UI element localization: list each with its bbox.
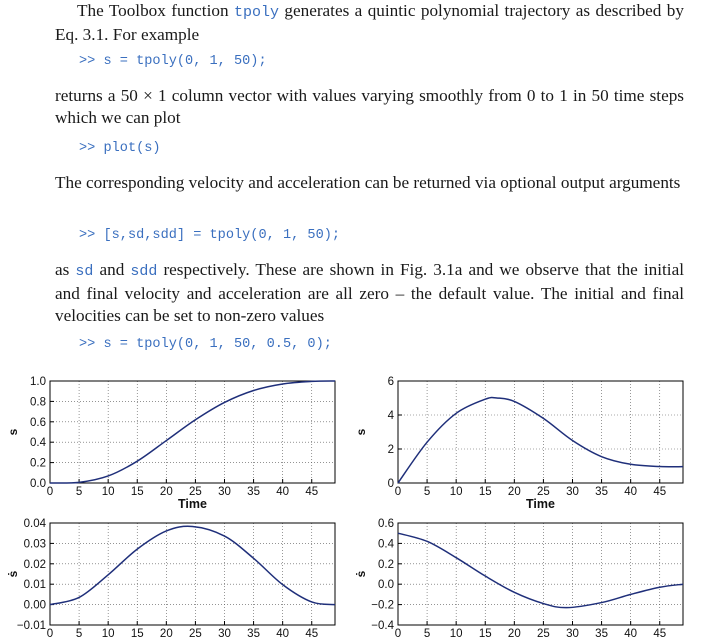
x-tick-label: 0 — [47, 486, 53, 498]
y-tick-label: 0.6 — [30, 417, 46, 429]
y-tick-label: 0.2 — [30, 458, 46, 470]
y-tick-label: 0 — [388, 478, 394, 490]
y-tick-label: 6 — [388, 376, 394, 388]
x-tick-label: 20 — [160, 486, 173, 498]
x-tick-label: 30 — [566, 486, 579, 498]
x-tick-label: 45 — [305, 628, 318, 639]
plot-frame — [397, 380, 684, 484]
x-tick-label: 45 — [653, 628, 666, 639]
x-tick-label: 45 — [305, 486, 318, 498]
code-line-plot: >> plot(s) — [79, 141, 161, 156]
y-tick-label: 0.00 — [24, 600, 46, 612]
figure-3-1a: 0 5 10 15 20 25 30 35 40 45 0.0 0.2 0.4 0.6 0.8 1.0 Time… — [0, 365, 707, 640]
y-tick-label: −0.4 — [371, 620, 394, 632]
y-axis-label: s — [6, 428, 20, 435]
y-tick-label: −0.2 — [371, 600, 394, 612]
x-tick-label: 30 — [218, 628, 231, 639]
x-tick-label: 20 — [160, 628, 173, 639]
plot-frame — [397, 522, 684, 626]
x-axis-label: Time — [526, 497, 555, 511]
x-tick-label: 25 — [189, 628, 202, 639]
y-tick-label: 0.2 — [378, 559, 394, 571]
y-tick-label: 0.04 — [24, 518, 47, 530]
x-tick-label: 15 — [479, 628, 492, 639]
x-tick-label: 5 — [424, 486, 430, 498]
code-line-tpoly-outputs: >> [s,sd,sdd] = tpoly(0, 1, 50); — [79, 228, 341, 243]
plot-frame — [49, 522, 336, 626]
y-tick-label: 0.0 — [30, 478, 46, 490]
inline-code-sd: sd — [75, 263, 94, 280]
paragraph-text: generates a quintic polynomial trajector… — [55, 1, 684, 44]
x-tick-label: 45 — [653, 486, 666, 498]
x-tick-label: 0 — [47, 628, 53, 639]
x-tick-label: 40 — [276, 486, 289, 498]
y-tick-label: 0.4 — [30, 437, 47, 449]
series-line — [49, 380, 336, 484]
x-tick-label: 20 — [508, 486, 521, 498]
x-tick-label: 0 — [395, 486, 401, 498]
y-tick-label: 0.8 — [30, 396, 46, 408]
paragraph-velocity: The corresponding velocity and accelerat… — [55, 173, 681, 192]
series-line — [49, 525, 336, 606]
y-tick-label: 0.6 — [378, 518, 394, 530]
x-tick-label: 15 — [131, 628, 144, 639]
paragraph-tpoly-intro: The Toolbox function tpoly generates a q… — [55, 0, 684, 46]
y-tick-label: −0.01 — [17, 620, 46, 632]
paragraph-text: and — [93, 260, 131, 279]
x-tick-label: 5 — [76, 628, 82, 639]
x-tick-label: 30 — [566, 628, 579, 639]
y-tick-label: 0.01 — [24, 579, 46, 591]
y-axis-label: ṡ — [6, 570, 20, 577]
x-tick-label: 30 — [218, 486, 231, 498]
y-axis-label: ṡ — [354, 570, 368, 577]
paragraph-sd-sdd: as sd and sdd respectively. These are sh… — [55, 259, 684, 327]
x-axis-label: Time — [178, 497, 207, 511]
y-tick-label: 0.02 — [24, 559, 46, 571]
x-tick-label: 35 — [595, 628, 608, 639]
y-tick-label: 0.03 — [24, 538, 46, 550]
x-tick-label: 35 — [247, 628, 260, 639]
series-line — [397, 532, 684, 609]
paragraph-text: as — [55, 260, 76, 279]
x-tick-label: 10 — [102, 628, 115, 639]
x-tick-label: 40 — [624, 486, 637, 498]
code-line-tpoly: >> s = tpoly(0, 1, 50); — [79, 54, 267, 69]
y-axis-label: s — [354, 428, 368, 435]
x-tick-label: 35 — [247, 486, 260, 498]
x-tick-label: 15 — [479, 486, 492, 498]
code-line-tpoly-velocity: >> s = tpoly(0, 1, 50, 0.5, 0); — [79, 337, 332, 352]
inline-code-sdd: sdd — [130, 263, 158, 280]
paragraph-returns: returns a 50 × 1 column vector with valu… — [55, 86, 684, 127]
y-tick-label: 0.4 — [378, 538, 395, 550]
x-tick-label: 15 — [131, 486, 144, 498]
x-tick-label: 20 — [508, 628, 521, 639]
inline-code-tpoly: tpoly — [233, 4, 279, 21]
series-line — [397, 396, 684, 484]
x-tick-label: 5 — [424, 628, 430, 639]
x-tick-label: 25 — [189, 486, 202, 498]
y-tick-label: 2 — [388, 444, 394, 456]
plot-frame — [49, 380, 336, 484]
paragraph-text: The Toolbox function — [77, 1, 234, 20]
x-tick-label: 10 — [450, 486, 463, 498]
y-tick-label: 0.0 — [378, 579, 394, 591]
x-tick-label: 40 — [276, 628, 289, 639]
x-tick-label: 25 — [537, 486, 550, 498]
y-tick-label: 1.0 — [30, 376, 46, 388]
x-tick-label: 5 — [76, 486, 82, 498]
x-tick-label: 40 — [624, 628, 637, 639]
x-tick-label: 10 — [450, 628, 463, 639]
paragraph-text: respectively. These are shown in Fig. 3.… — [55, 260, 684, 325]
x-tick-label: 0 — [395, 628, 401, 639]
x-tick-label: 25 — [537, 628, 550, 639]
x-tick-label: 35 — [595, 486, 608, 498]
y-tick-label: 4 — [388, 410, 395, 422]
x-tick-label: 10 — [102, 486, 115, 498]
